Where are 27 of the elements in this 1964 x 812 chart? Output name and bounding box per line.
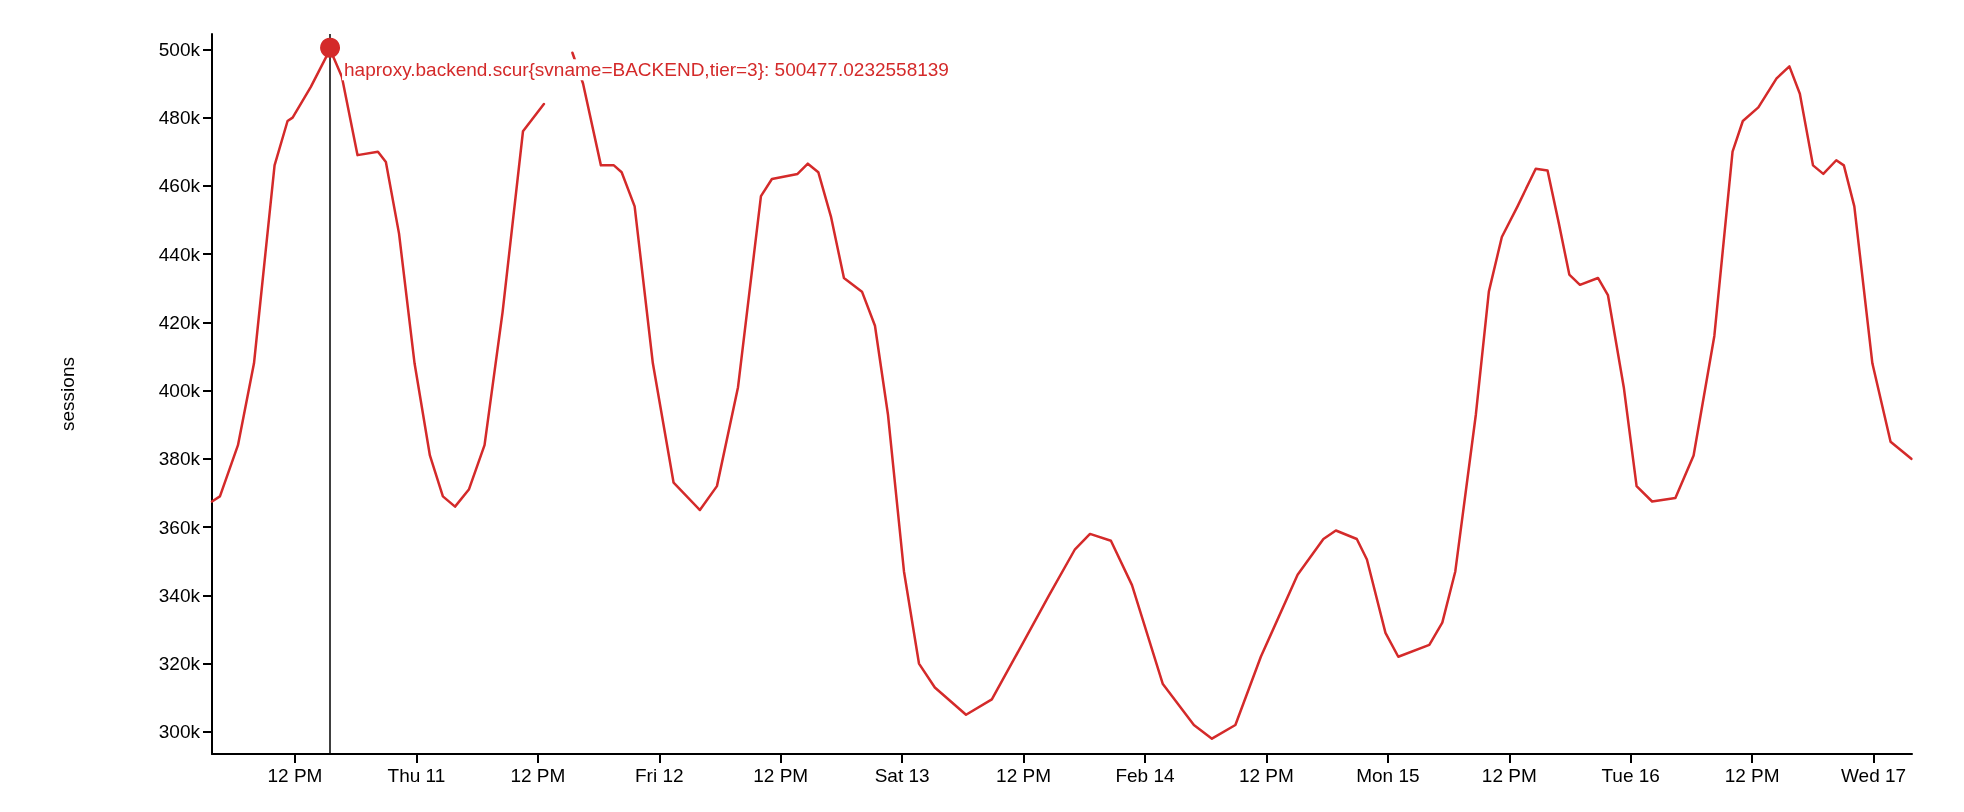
y-tick-label: 340k xyxy=(158,584,201,606)
y-tick-label: 420k xyxy=(158,311,201,333)
x-tick-label: Wed 17 xyxy=(1840,765,1907,786)
y-tick-label: 480k xyxy=(158,107,201,129)
x-tick-label: 12 PM xyxy=(1724,765,1780,786)
y-tick-label: 400k xyxy=(158,380,201,402)
x-tick-label: 12 PM xyxy=(267,765,323,786)
x-tick-label: 12 PM xyxy=(996,765,1052,786)
x-tick-label: 12 PM xyxy=(510,765,566,786)
y-tick-label: 440k xyxy=(158,243,201,265)
x-tick-label: Sat 13 xyxy=(874,765,930,786)
x-tick-label: 12 PM xyxy=(753,765,809,786)
y-tick-label: 380k xyxy=(158,448,201,470)
y-tick-label: 360k xyxy=(158,516,201,538)
y-tick-label: 320k xyxy=(158,653,201,675)
x-tick-label: Fri 12 xyxy=(634,765,684,786)
x-tick-label: Thu 11 xyxy=(387,765,446,786)
x-tick-label: Tue 16 xyxy=(1601,765,1660,786)
y-tick-label: 500k xyxy=(158,38,201,60)
y-tick-label: 460k xyxy=(158,175,201,197)
x-tick-label: 12 PM xyxy=(1238,765,1294,786)
y-axis-title: sessions xyxy=(57,357,78,431)
x-tick-label: Mon 15 xyxy=(1356,765,1420,786)
y-tick-label: 300k xyxy=(158,721,201,743)
x-tick-label: 12 PM xyxy=(1481,765,1537,786)
x-tick-label: Feb 14 xyxy=(1115,765,1175,786)
annotation: haproxy.backend.scur{svname=BACKEND,tier=3}: 500477.0232558139 xyxy=(344,59,949,81)
